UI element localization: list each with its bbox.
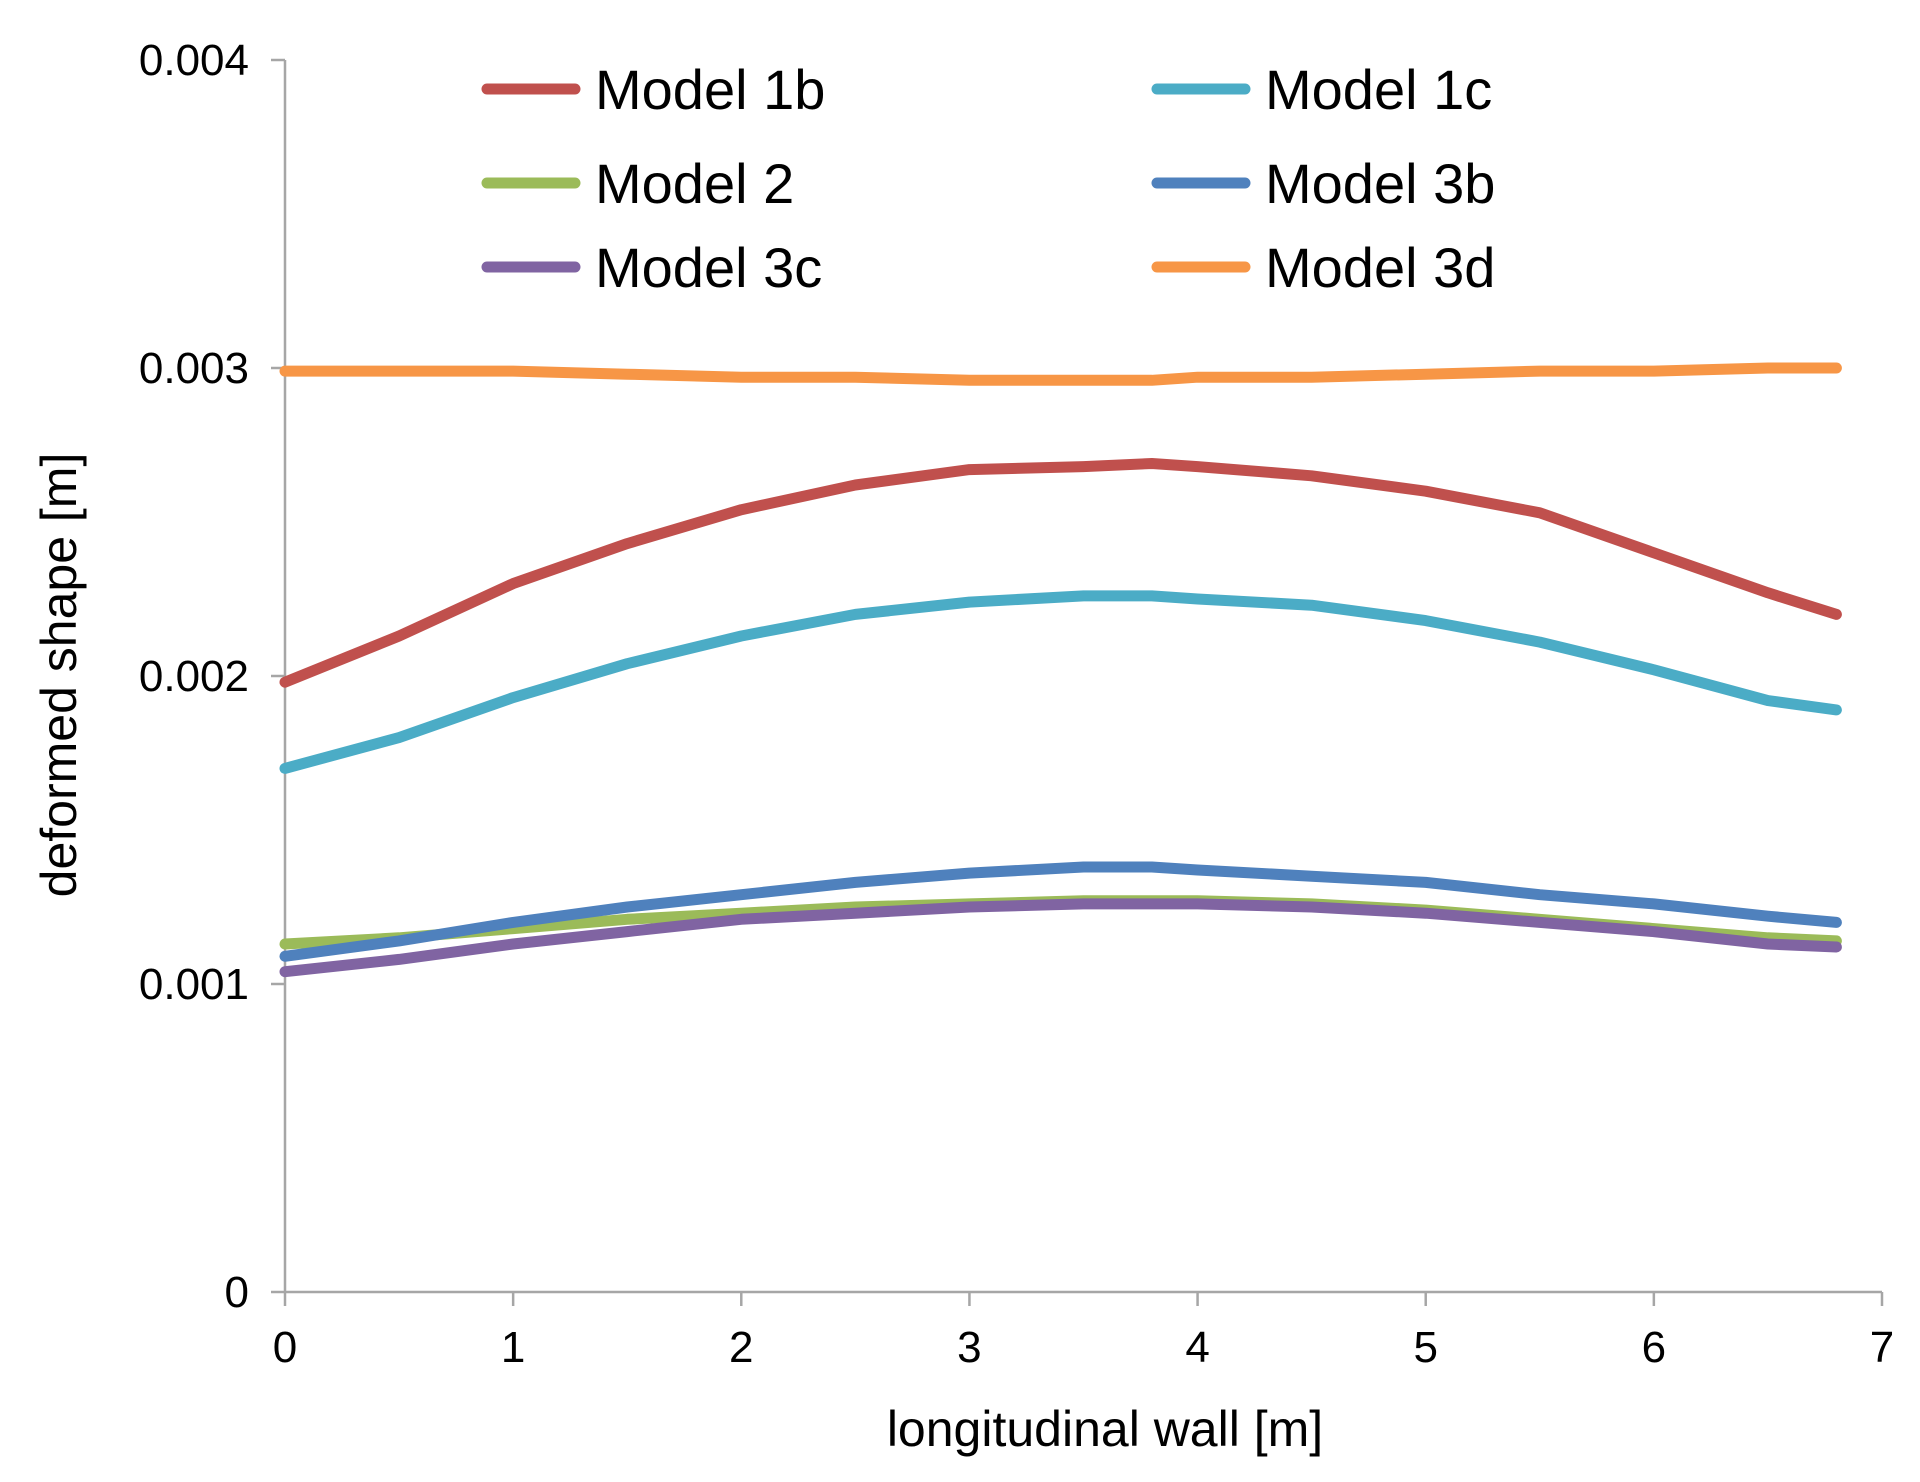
- y-tick-label: 0.002: [139, 652, 249, 701]
- x-tick-label: 0: [273, 1323, 297, 1372]
- x-tick-label: 5: [1413, 1323, 1437, 1372]
- y-tick-label: 0.001: [139, 960, 249, 1009]
- legend-label-model-3b: Model 3b: [1265, 152, 1495, 215]
- series-line-model-1b: [279, 458, 1842, 688]
- y-tick-label: 0.003: [139, 344, 249, 393]
- legend: Model 1b Model 1c Model 2 Model 3b Model 3c M…: [481, 58, 1495, 299]
- series-line-model-3c: [279, 898, 1842, 978]
- legend-label-model-1b: Model 1b: [595, 58, 825, 121]
- series-line-model-1c: [279, 590, 1842, 774]
- y-tick-label: 0: [225, 1268, 249, 1317]
- legend-label-model-1c: Model 1c: [1265, 58, 1492, 121]
- y-ticks: 0 0.001 0.002 0.003 0.004: [139, 36, 285, 1317]
- x-tick-label: 1: [501, 1323, 525, 1372]
- legend-label-model-2: Model 2: [595, 152, 794, 215]
- series-line-model-3b: [279, 861, 1842, 962]
- x-axis-title: longitudinal wall [m]: [887, 1401, 1323, 1457]
- x-tick-label: 7: [1870, 1323, 1894, 1372]
- legend-label-model-3d: Model 3d: [1265, 236, 1495, 299]
- y-axis-title: deformed shape [m]: [31, 453, 87, 898]
- x-tick-label: 6: [1642, 1323, 1666, 1372]
- y-tick-label: 0.004: [139, 36, 249, 85]
- x-tick-label: 2: [729, 1323, 753, 1372]
- series-line-model-3d: [279, 362, 1842, 386]
- axes: [283, 60, 1882, 1294]
- x-tick-label: 3: [957, 1323, 981, 1372]
- legend-label-model-3c: Model 3c: [595, 236, 822, 299]
- series-layer: [279, 362, 1842, 978]
- x-tick-label: 4: [1185, 1323, 1209, 1372]
- x-ticks: 0 1 2 3 4 5 6 7: [273, 1292, 1894, 1372]
